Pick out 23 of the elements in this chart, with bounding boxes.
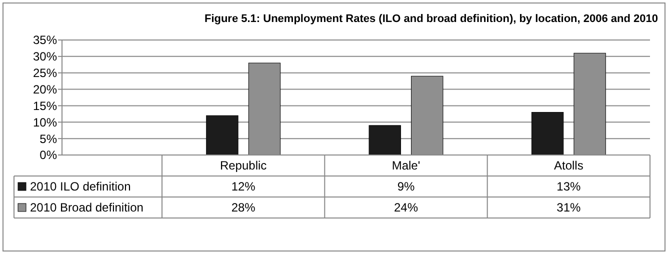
y-tick-label: 5% bbox=[40, 132, 58, 146]
data-label: 31% bbox=[556, 200, 581, 215]
y-tick-label: 10% bbox=[32, 115, 58, 130]
data-label: 24% bbox=[394, 200, 418, 215]
y-tick-label: 30% bbox=[32, 50, 58, 64]
y-tick-label: 20% bbox=[32, 82, 58, 96]
legend-label: 2010 Broad definition bbox=[30, 200, 144, 215]
x-tick-label: Atolls bbox=[554, 158, 584, 173]
bar bbox=[206, 115, 238, 156]
bar bbox=[368, 125, 401, 156]
x-tick-label: Male' bbox=[392, 158, 420, 173]
y-tick-label: 15% bbox=[32, 98, 58, 113]
x-tick-label: Republic bbox=[220, 158, 267, 173]
y-tick-label: 25% bbox=[32, 66, 58, 80]
y-tick-label: 35% bbox=[32, 33, 58, 48]
data-label: 12% bbox=[231, 180, 256, 194]
chart-title: Figure 5.1: Unemployment Rates (ILO and broad definition), by location, 2006 and 2010 bbox=[204, 13, 658, 25]
bar bbox=[531, 112, 564, 156]
data-label: 13% bbox=[556, 180, 581, 194]
legend-label: 2010 ILO definition bbox=[30, 180, 131, 194]
y-tick-label: 0% bbox=[40, 148, 58, 162]
data-label: 28% bbox=[231, 200, 256, 215]
data-label: 9% bbox=[397, 180, 415, 194]
